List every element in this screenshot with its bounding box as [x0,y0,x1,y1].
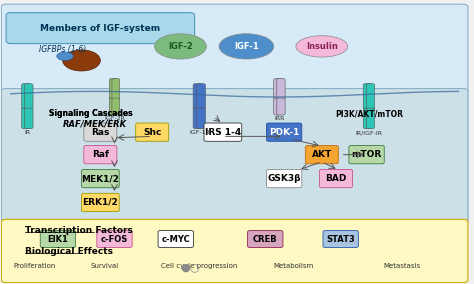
FancyBboxPatch shape [305,145,338,164]
FancyBboxPatch shape [197,108,206,129]
Text: Survival: Survival [91,263,119,269]
Ellipse shape [296,36,348,57]
FancyBboxPatch shape [158,231,193,247]
FancyBboxPatch shape [193,84,202,110]
FancyBboxPatch shape [97,231,132,247]
FancyBboxPatch shape [1,89,468,224]
FancyBboxPatch shape [204,123,242,141]
FancyBboxPatch shape [82,170,119,188]
FancyBboxPatch shape [84,123,117,141]
FancyBboxPatch shape [1,219,468,283]
FancyBboxPatch shape [363,108,372,129]
FancyBboxPatch shape [193,108,202,129]
Text: Shc: Shc [143,128,161,137]
Text: RAF/MEK/ERK: RAF/MEK/ERK [63,119,127,128]
Text: IR/IGF-IR: IR/IGF-IR [356,130,383,135]
FancyBboxPatch shape [366,108,374,129]
Text: IGFBPs (1-6): IGFBPs (1-6) [39,45,86,54]
Text: MEK1/2: MEK1/2 [82,174,119,183]
FancyBboxPatch shape [247,231,283,247]
FancyBboxPatch shape [6,12,195,43]
FancyBboxPatch shape [349,145,384,164]
FancyBboxPatch shape [323,231,358,247]
Text: IGF-1R: IGF-1R [189,130,210,135]
Ellipse shape [219,34,274,59]
Text: ERK1/2: ERK1/2 [82,198,118,207]
FancyBboxPatch shape [273,98,282,115]
FancyBboxPatch shape [22,84,30,110]
Ellipse shape [155,34,206,59]
Text: IGF-2R: IGF-2R [104,116,125,121]
Text: IGF-1: IGF-1 [234,42,259,51]
FancyBboxPatch shape [112,98,119,115]
FancyBboxPatch shape [112,78,119,100]
FancyBboxPatch shape [266,123,302,141]
Ellipse shape [63,50,100,71]
Text: IGF-2: IGF-2 [168,42,193,51]
FancyBboxPatch shape [319,170,353,188]
Text: Metastasis: Metastasis [383,263,420,269]
FancyBboxPatch shape [136,123,169,141]
FancyBboxPatch shape [197,84,206,110]
Text: c-MYC: c-MYC [161,235,190,243]
Text: Signaling Cascades: Signaling Cascades [48,109,132,118]
FancyBboxPatch shape [84,145,117,164]
Text: Signaling Cascades: Signaling Cascades [48,109,132,118]
Text: AKT: AKT [312,150,332,159]
Text: PDK-1: PDK-1 [269,128,299,137]
Text: Metabolism: Metabolism [273,263,314,269]
FancyBboxPatch shape [109,78,117,100]
Ellipse shape [57,52,73,60]
Text: Proliferation: Proliferation [13,263,55,269]
Text: Insulin: Insulin [306,42,338,51]
Text: mTOR: mTOR [351,150,382,159]
FancyBboxPatch shape [25,84,33,110]
Text: IRS 1-4: IRS 1-4 [205,128,241,137]
Text: Biological Effects: Biological Effects [25,247,113,256]
FancyBboxPatch shape [266,170,302,188]
Text: Members of IGF-system: Members of IGF-system [40,24,160,33]
Text: c-FOS: c-FOS [101,235,128,243]
Text: Ras: Ras [91,128,109,137]
Text: Cell cycle progression: Cell cycle progression [161,263,237,269]
FancyBboxPatch shape [40,231,76,247]
Text: IR: IR [24,130,30,135]
Text: ●○: ●○ [180,262,200,272]
FancyBboxPatch shape [277,98,285,115]
Text: PI3K/AKT/mTOR: PI3K/AKT/mTOR [335,109,403,118]
Text: GSK3β: GSK3β [267,174,301,183]
Text: EIK1: EIK1 [47,235,68,243]
Text: Raf: Raf [92,150,109,159]
Text: CREB: CREB [253,235,278,243]
FancyBboxPatch shape [366,84,374,110]
FancyBboxPatch shape [277,78,285,100]
FancyBboxPatch shape [25,108,33,129]
FancyBboxPatch shape [22,108,30,129]
FancyBboxPatch shape [82,193,119,212]
Text: IRR: IRR [274,116,284,121]
Text: BAD: BAD [325,174,346,183]
Text: STAT3: STAT3 [326,235,355,243]
FancyBboxPatch shape [109,98,117,115]
FancyBboxPatch shape [363,84,372,110]
Text: Transcription Factors: Transcription Factors [25,226,133,235]
FancyBboxPatch shape [273,78,282,100]
FancyBboxPatch shape [1,4,468,224]
